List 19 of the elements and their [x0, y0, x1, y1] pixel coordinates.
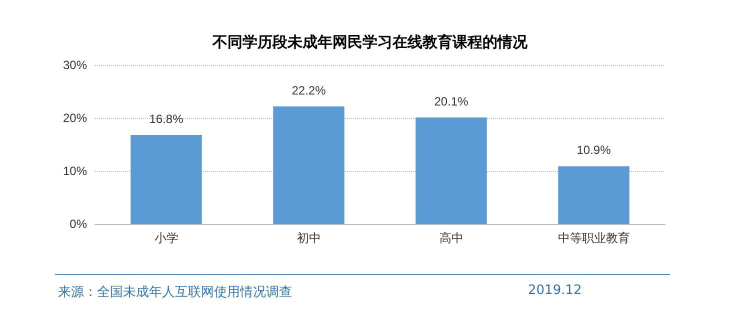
- y-tick-label: 0%: [70, 217, 88, 231]
- y-tick-label: 30%: [62, 58, 88, 72]
- bar: [130, 134, 202, 224]
- x-tick-label: 小学: [154, 231, 178, 245]
- source-note: 来源：全国未成年人互联网使用情况调查: [58, 284, 292, 301]
- chart-title: 不同学历段未成年网民学习在线教育课程的情况: [212, 33, 528, 51]
- bar: [558, 166, 630, 224]
- data-label: 10.9%: [576, 143, 612, 158]
- bar: [273, 106, 344, 224]
- y-tick-label: 10%: [62, 164, 88, 178]
- bar: [416, 117, 487, 224]
- x-tick-label: 高中: [439, 231, 464, 245]
- text: 2019.12: [528, 283, 582, 298]
- x-tick-label: 中等职业教育: [558, 231, 630, 245]
- y-tick-label: 20%: [62, 111, 88, 125]
- data-label: 20.1%: [434, 94, 469, 108]
- data-label: 22.2%: [292, 83, 326, 98]
- data-label: 16.8%: [149, 112, 184, 126]
- x-tick-label: 初中: [296, 231, 321, 245]
